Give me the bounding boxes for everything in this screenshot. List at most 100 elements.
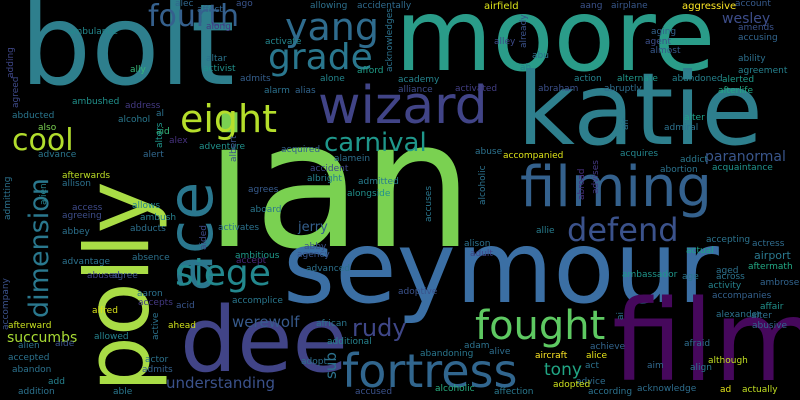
word-adoptive: adoptive: [398, 287, 438, 297]
word-activity: activity: [708, 281, 742, 291]
word-ai: ai: [616, 311, 626, 320]
word-accuses: accuses: [424, 185, 434, 222]
word-afterward: afterward: [8, 321, 52, 331]
word-active: active: [151, 312, 161, 340]
word-accidentally: accidentally: [357, 1, 412, 11]
word-alcohol: alcohol: [118, 115, 151, 125]
word-carnival: carnival: [324, 128, 427, 158]
word-alley: alley: [494, 37, 516, 47]
word-act: act: [585, 361, 599, 371]
word-adam: adam: [464, 341, 490, 351]
word-accompanied: accompanied: [503, 151, 564, 161]
word-alfred: alfred: [92, 306, 118, 316]
word-aging: aging: [651, 27, 677, 37]
word-jerry: jerry: [298, 220, 328, 235]
word-ah: ah: [520, 63, 532, 73]
word-able: able: [113, 387, 133, 397]
word-access: access: [72, 203, 103, 213]
word-abducts: abducts: [130, 224, 166, 234]
word-agreed: agreed: [11, 76, 21, 108]
word-defend: defend: [567, 211, 679, 249]
word-aaron: aaron: [137, 289, 163, 299]
word-abused: abused: [87, 271, 120, 281]
word-alison: alison: [464, 239, 491, 249]
word-ambrose: ambrose: [760, 278, 800, 288]
word-abandoning: abandoning: [420, 349, 474, 359]
word-abruptly: abruptly: [604, 84, 642, 94]
word-accomplice: accomplice: [232, 296, 283, 306]
word-abducted: abducted: [12, 111, 55, 121]
word-already: already: [519, 14, 529, 48]
word-adventure: adventure: [199, 142, 246, 152]
word-agree: agree: [112, 271, 138, 281]
word-abusive: abusive: [752, 321, 787, 331]
word-acquaintance: acquaintance: [712, 163, 773, 173]
word-admiral: admiral: [664, 123, 699, 133]
word-aid: aid: [156, 127, 170, 137]
word-alien2: alien: [18, 341, 40, 351]
word-adopt: adopt: [301, 357, 327, 367]
word-albright: albright: [307, 174, 342, 184]
word-although: although: [708, 356, 748, 366]
word-accompanies: accompanies: [712, 291, 772, 301]
word-aim: aim: [647, 361, 664, 371]
word-alcoholic: alcoholic: [435, 384, 475, 394]
word-along: along: [206, 22, 231, 32]
word-film: film: [612, 277, 800, 400]
word-achieve: achieve: [590, 342, 626, 352]
word-ahead: ahead: [168, 321, 196, 331]
word-fought: fought: [475, 303, 606, 349]
word-accepted: accepted: [8, 353, 50, 363]
word-actor: actor: [145, 355, 169, 365]
word-alter2: alter: [751, 311, 772, 321]
word-alternate: alternate: [617, 74, 658, 84]
word-alter: alter: [684, 113, 705, 123]
word-accompany: accompany: [1, 278, 11, 330]
word-ago: ago: [236, 0, 253, 9]
word-ian: ian: [205, 83, 474, 288]
word-abu: abu: [532, 51, 549, 61]
word-acknowledges: acknowledges: [385, 8, 395, 72]
word-airfield: airfield: [484, 1, 519, 12]
word-alex: alex: [169, 136, 188, 146]
word-airport: airport: [754, 249, 791, 262]
word-advice: advice: [576, 377, 606, 387]
word-accusing: accusing: [738, 33, 778, 43]
word-aang: aang: [580, 1, 603, 11]
word-filming: filming: [520, 155, 712, 220]
word-align: align: [690, 363, 712, 373]
word-airplane: airplane: [611, 1, 648, 11]
word-abuse: abuse: [475, 147, 503, 157]
word-paranormal: paranormal: [705, 149, 786, 165]
word-succumbs: succumbs: [7, 330, 78, 346]
word-add: add: [48, 377, 65, 387]
word-actual: actual: [686, 246, 714, 256]
word-aged: aged: [716, 266, 739, 276]
word-wizard: wizard: [318, 76, 488, 136]
word-abby: abby: [304, 242, 327, 252]
word-admits: admits: [240, 74, 271, 84]
word-addition: addition: [18, 387, 55, 397]
word-activated: activated: [455, 84, 498, 94]
word-allowed: allowed: [94, 332, 129, 342]
word-fourth: fourth: [148, 0, 240, 34]
word-acid: acid: [176, 301, 195, 311]
word-afterwards: afterwards: [62, 171, 111, 181]
word-also: also: [38, 123, 57, 133]
word-ambitious: ambitious: [235, 251, 280, 261]
word-african: african: [316, 319, 348, 329]
word-admitting: admitting: [3, 176, 13, 220]
word-abandon: abandon: [12, 365, 52, 375]
word-activist: activist: [203, 64, 236, 74]
word-air: air: [621, 118, 631, 130]
word-accepts: accepts: [138, 298, 173, 308]
word-alone: alone: [320, 74, 345, 84]
word-agrees: agrees: [248, 185, 279, 195]
word-cool: cool: [12, 123, 74, 158]
word-advises: advises: [591, 160, 601, 194]
word-adult: adult: [470, 249, 493, 259]
word-siege: siege: [175, 253, 271, 294]
word-dee: dee: [180, 288, 348, 393]
word-alien: alien: [39, 183, 49, 205]
